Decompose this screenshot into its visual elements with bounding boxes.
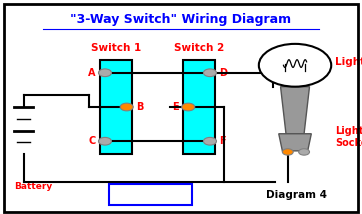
Text: E: E xyxy=(173,102,179,112)
Text: www.1728.com: www.1728.com xyxy=(109,190,192,200)
Circle shape xyxy=(299,149,310,155)
Text: "3-Way Switch" Wiring Diagram: "3-Way Switch" Wiring Diagram xyxy=(71,13,291,26)
Text: Switch 1: Switch 1 xyxy=(91,43,141,53)
Text: Switch 2: Switch 2 xyxy=(174,43,224,53)
Text: C: C xyxy=(89,136,96,146)
Text: Light
Socket: Light Socket xyxy=(335,126,362,148)
Circle shape xyxy=(98,137,111,145)
Circle shape xyxy=(203,137,216,145)
Circle shape xyxy=(203,69,216,77)
Circle shape xyxy=(259,44,331,87)
Text: Diagram 4: Diagram 4 xyxy=(266,190,327,200)
Circle shape xyxy=(282,149,293,155)
Circle shape xyxy=(120,103,133,111)
Text: B: B xyxy=(136,102,143,112)
Text: Battery: Battery xyxy=(14,182,53,191)
Bar xyxy=(183,60,215,154)
Circle shape xyxy=(98,69,111,77)
Text: Light: Light xyxy=(335,57,362,67)
Bar xyxy=(100,60,132,154)
Text: D: D xyxy=(219,68,227,78)
Polygon shape xyxy=(279,134,311,151)
Text: F: F xyxy=(219,136,226,146)
Bar xyxy=(109,184,192,205)
Text: A: A xyxy=(88,68,96,78)
Circle shape xyxy=(182,103,195,111)
Polygon shape xyxy=(281,87,310,134)
